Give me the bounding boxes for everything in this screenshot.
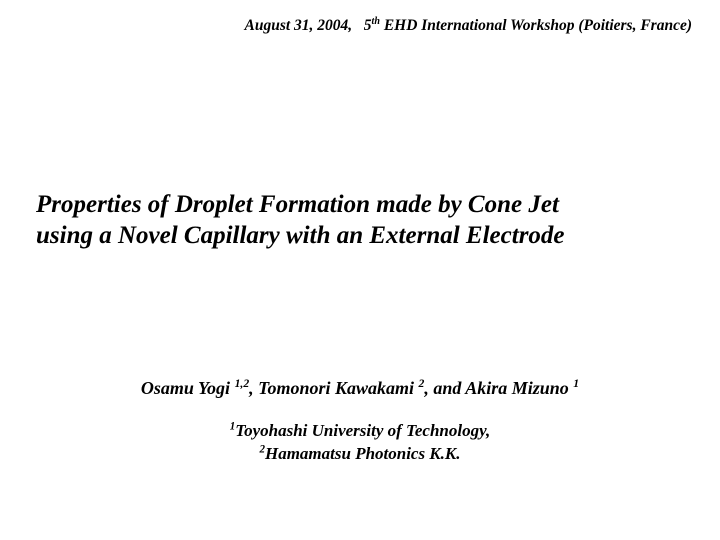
header-event-pre: 5 [364, 17, 372, 34]
header-event-sup: th [372, 16, 380, 27]
author-2-name: Tomonori Kawakami [258, 378, 418, 398]
conference-header: August 31, 2004, 5th EHD International W… [244, 16, 692, 35]
author-3-name: Akira Mizuno [465, 378, 573, 398]
header-event-post: EHD International Workshop (Poitiers, Fr… [380, 17, 692, 34]
presentation-title: Properties of Droplet Formation made by … [36, 190, 684, 251]
affiliation-1: 1Toyohashi University of Technology, [0, 420, 720, 443]
affiliation-2: 2Hamamatsu Photonics K.K. [0, 443, 720, 466]
affiliations-block: 1Toyohashi University of Technology, 2Ha… [0, 420, 720, 466]
title-line-2: using a Novel Capillary with an External… [36, 221, 684, 252]
header-date: August 31, 2004, [244, 17, 352, 34]
author-1-name: Osamu Yogi [141, 378, 235, 398]
author-sep-1: , [249, 378, 258, 398]
title-line-1: Properties of Droplet Formation made by … [36, 190, 684, 221]
affiliation-1-text: Toyohashi University of Technology, [235, 421, 490, 440]
header-spacer [356, 17, 364, 34]
affiliation-2-text: Hamamatsu Photonics K.K. [265, 444, 461, 463]
author-sep-2: , and [424, 378, 465, 398]
author-3-affil: 1 [573, 377, 579, 390]
authors-line: Osamu Yogi 1,2, Tomonori Kawakami 2, and… [0, 378, 720, 399]
author-1-affil: 1,2 [235, 377, 250, 390]
